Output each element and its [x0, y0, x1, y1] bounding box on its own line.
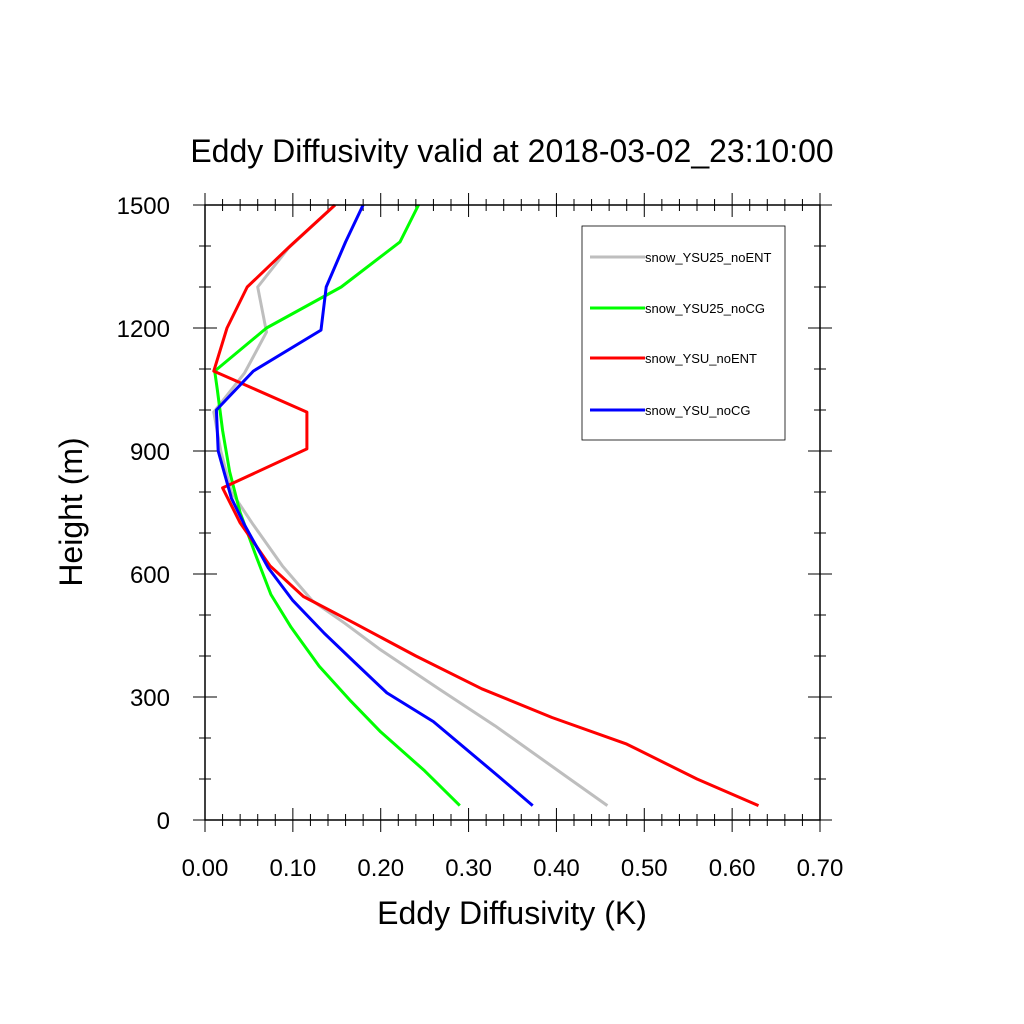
- y-tick-label: 900: [130, 439, 170, 466]
- legend-box: [581, 225, 786, 441]
- y-tick-label: 600: [130, 562, 170, 589]
- tick-labels: 0.00 0.10 0.20 0.30 0.40 0.50 0.60 0.70 0 300 600 9…: [117, 193, 844, 882]
- x-tick-label: 0.30: [445, 855, 492, 882]
- x-tick-label: 0.20: [357, 855, 404, 882]
- x-tick-label: 0.10: [269, 855, 316, 882]
- plot-frame: [204, 204, 821, 821]
- legend-label: snow_YSU_noENT: [645, 351, 757, 366]
- x-axis-label: Eddy Diffusivity (K): [377, 895, 647, 931]
- x-tick-label: 0.50: [621, 855, 668, 882]
- legend-label: snow_YSU_noCG: [645, 403, 751, 418]
- x-tick-label: 0.70: [797, 855, 844, 882]
- data-series: [212, 203, 760, 807]
- series-line-snow_YSU_noCG: [214, 204, 534, 807]
- x-tick-label: 0.40: [533, 855, 580, 882]
- legend-label: snow_YSU25_noENT: [645, 250, 772, 265]
- y-tick-label: 300: [130, 685, 170, 712]
- y-tick-label: 1500: [117, 193, 170, 220]
- series-line-snow_YSU25_noENT: [212, 203, 609, 807]
- x-tick-label: 0.00: [182, 855, 229, 882]
- x-tick-label: 0.60: [709, 855, 756, 882]
- y-tick-label: 1200: [117, 316, 170, 343]
- y-axis-label: Height (m): [53, 437, 89, 586]
- legend: snow_YSU25_noENT snow_YSU25_noCG snow_YSU_…: [581, 225, 786, 441]
- legend-label: snow_YSU25_noCG: [645, 301, 765, 316]
- y-tick-label: 0: [157, 808, 170, 835]
- chart-title: Eddy Diffusivity valid at 2018-03-02_23:…: [190, 133, 833, 169]
